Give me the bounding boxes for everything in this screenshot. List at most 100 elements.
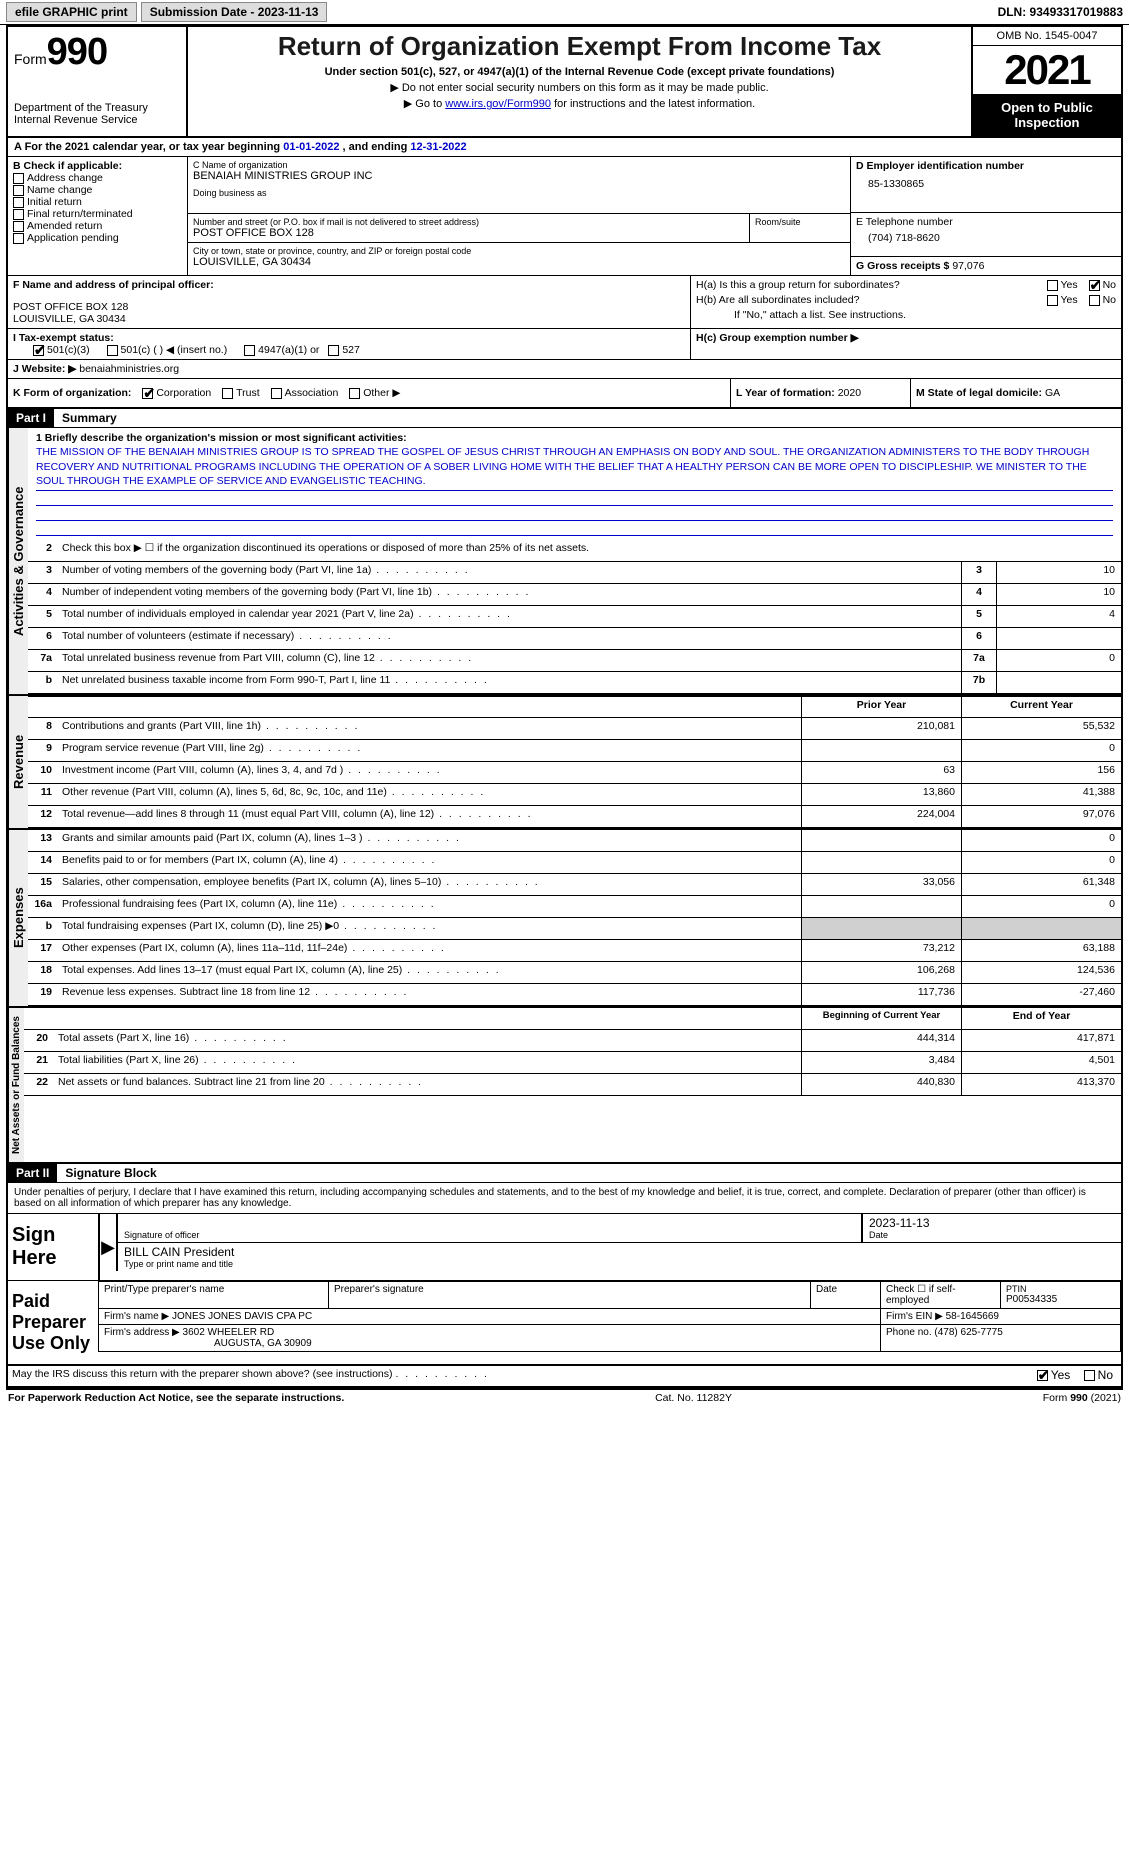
- ln-num: 20: [24, 1030, 54, 1051]
- note-ssn: ▶ Do not enter social security numbers o…: [196, 81, 963, 94]
- irs-link[interactable]: www.irs.gov/Form990: [445, 98, 551, 110]
- firm-phone-label: Phone no.: [886, 1327, 932, 1338]
- ln-prior: 63: [801, 762, 961, 783]
- cb-name-change[interactable]: [13, 185, 24, 196]
- cb-amended-return[interactable]: [13, 221, 24, 232]
- cb-application-pending[interactable]: [13, 233, 24, 244]
- note2-post: for instructions and the latest informat…: [551, 98, 755, 110]
- box-k: K Form of organization: Corporation Trus…: [8, 379, 731, 407]
- ln-num: 9: [28, 740, 58, 761]
- ln-num: 11: [28, 784, 58, 805]
- col-begin-year: Beginning of Current Year: [801, 1008, 961, 1029]
- hc-label: H(c) Group exemption number ▶: [696, 332, 859, 344]
- ln-text: Salaries, other compensation, employee b…: [58, 874, 801, 895]
- rev-header-row: Prior Year Current Year: [28, 696, 1121, 718]
- firm-name-value: JONES JONES DAVIS CPA PC: [172, 1311, 312, 1322]
- ha-yes-label: Yes: [1061, 279, 1078, 291]
- phone-value: (704) 718-8620: [856, 228, 1116, 248]
- line-13: 13Grants and similar amounts paid (Part …: [28, 830, 1121, 852]
- efile-print-button[interactable]: efile GRAPHIC print: [6, 2, 137, 22]
- form-990: Form990 Department of the Treasury Inter…: [6, 25, 1123, 1390]
- line-19: 19Revenue less expenses. Subtract line 1…: [28, 984, 1121, 1006]
- box-b-label: B Check if applicable:: [13, 160, 182, 172]
- tab-activities: Activities & Governance: [8, 428, 28, 694]
- ln-text: Revenue less expenses. Subtract line 18 …: [58, 984, 801, 1005]
- section-revenue: Revenue Prior Year Current Year 8Contrib…: [8, 696, 1121, 830]
- discuss-no: No: [1098, 1368, 1113, 1382]
- hb-note: If "No," attach a list. See instructions…: [696, 309, 1116, 321]
- open-to-public: Open to Public Inspection: [973, 94, 1121, 136]
- cb-association[interactable]: [271, 388, 282, 399]
- cb-ha-no[interactable]: [1089, 280, 1100, 291]
- sign-arrow-icon: ▶: [98, 1214, 116, 1280]
- cb-discuss-no[interactable]: [1084, 1370, 1095, 1381]
- part-i-title: Summary: [54, 409, 125, 427]
- cb-hb-yes[interactable]: [1047, 295, 1058, 306]
- cb-trust[interactable]: [222, 388, 233, 399]
- ln-current: 4,501: [961, 1052, 1121, 1073]
- top-bar: efile GRAPHIC print Submission Date - 20…: [0, 0, 1129, 25]
- ln-current: 55,532: [961, 718, 1121, 739]
- box-h: H(a) Is this a group return for subordin…: [691, 276, 1121, 328]
- footer-form: Form 990 (2021): [1043, 1392, 1121, 1404]
- ln-prior: [801, 852, 961, 873]
- ln-text: Number of independent voting members of …: [58, 584, 961, 605]
- section-netassets: Net Assets or Fund Balances Beginning of…: [8, 1008, 1121, 1164]
- cb-4947[interactable]: [244, 345, 255, 356]
- note2-pre: ▶ Go to: [404, 98, 445, 110]
- line-16a: 16aProfessional fundraising fees (Part I…: [28, 896, 1121, 918]
- box-f: F Name and address of principal officer:…: [8, 276, 691, 328]
- cb-final-return[interactable]: [13, 209, 24, 220]
- ln-text: Total expenses. Add lines 13–17 (must eq…: [58, 962, 801, 983]
- line-21: 21Total liabilities (Part X, line 26)3,4…: [24, 1052, 1121, 1074]
- ein-value: 85-1330865: [856, 172, 1116, 196]
- opt-corporation: Corporation: [156, 387, 211, 399]
- officer-name-title: BILL CAIN President: [124, 1245, 1115, 1259]
- ln-text: Total fundraising expenses (Part IX, col…: [58, 918, 801, 939]
- cb-hb-no[interactable]: [1089, 295, 1100, 306]
- cb-initial-return[interactable]: [13, 197, 24, 208]
- cb-ha-yes[interactable]: [1047, 280, 1058, 291]
- col-prior-year: Prior Year: [801, 697, 961, 717]
- ln-num: 8: [28, 718, 58, 739]
- cb-501c3[interactable]: [33, 345, 44, 356]
- omb-number: OMB No. 1545-0047: [973, 27, 1121, 46]
- line-11: 11Other revenue (Part VIII, column (A), …: [28, 784, 1121, 806]
- mission-label: 1 Briefly describe the organization's mi…: [36, 432, 1113, 444]
- cb-527[interactable]: [328, 345, 339, 356]
- ln-current: 417,871: [961, 1030, 1121, 1051]
- period-label: A For the 2021 calendar year, or tax yea…: [14, 141, 283, 153]
- ln-current: -27,460: [961, 984, 1121, 1005]
- ln-prior: 224,004: [801, 806, 961, 827]
- box-l: L Year of formation: 2020: [731, 379, 911, 407]
- cb-discuss-yes[interactable]: [1037, 1370, 1048, 1381]
- period-row: A For the 2021 calendar year, or tax yea…: [8, 138, 1121, 157]
- ln-prior: [801, 830, 961, 851]
- firm-ein-label: Firm's EIN ▶: [886, 1311, 943, 1322]
- tab-expenses: Expenses: [8, 830, 28, 1006]
- ln-val: 0: [996, 650, 1121, 671]
- submission-date-button[interactable]: Submission Date - 2023-11-13: [141, 2, 328, 22]
- cb-address-change[interactable]: [13, 173, 24, 184]
- cb-initial-return-label: Initial return: [27, 196, 82, 208]
- cb-corporation[interactable]: [142, 388, 153, 399]
- info-block-3: I Tax-exempt status: 501(c)(3) 501(c) ( …: [8, 329, 1121, 360]
- box-m: M State of legal domicile: GA: [911, 379, 1121, 407]
- ln-current: [961, 918, 1121, 939]
- ln-num: 15: [28, 874, 58, 895]
- ln-num: 4: [28, 584, 58, 605]
- ptin-label: PTIN: [1006, 1284, 1115, 1294]
- cb-501c[interactable]: [107, 345, 118, 356]
- ln-current: 0: [961, 852, 1121, 873]
- ln-num: 17: [28, 940, 58, 961]
- net-header-row: Beginning of Current Year End of Year: [24, 1008, 1121, 1030]
- line-2-text: Check this box ▶ ☐ if the organization d…: [58, 540, 1121, 561]
- ln-text: Net assets or fund balances. Subtract li…: [54, 1074, 801, 1095]
- part-i-header: Part I Summary: [8, 409, 1121, 428]
- sign-here-block: Sign Here ▶ Signature of officer 2023-11…: [8, 1214, 1121, 1281]
- cb-other[interactable]: [349, 388, 360, 399]
- officer-label: F Name and address of principal officer:: [13, 279, 685, 291]
- ln-num: 13: [28, 830, 58, 851]
- section-activities: Activities & Governance 1 Briefly descri…: [8, 428, 1121, 696]
- net-hdr-num-blank: [24, 1008, 54, 1029]
